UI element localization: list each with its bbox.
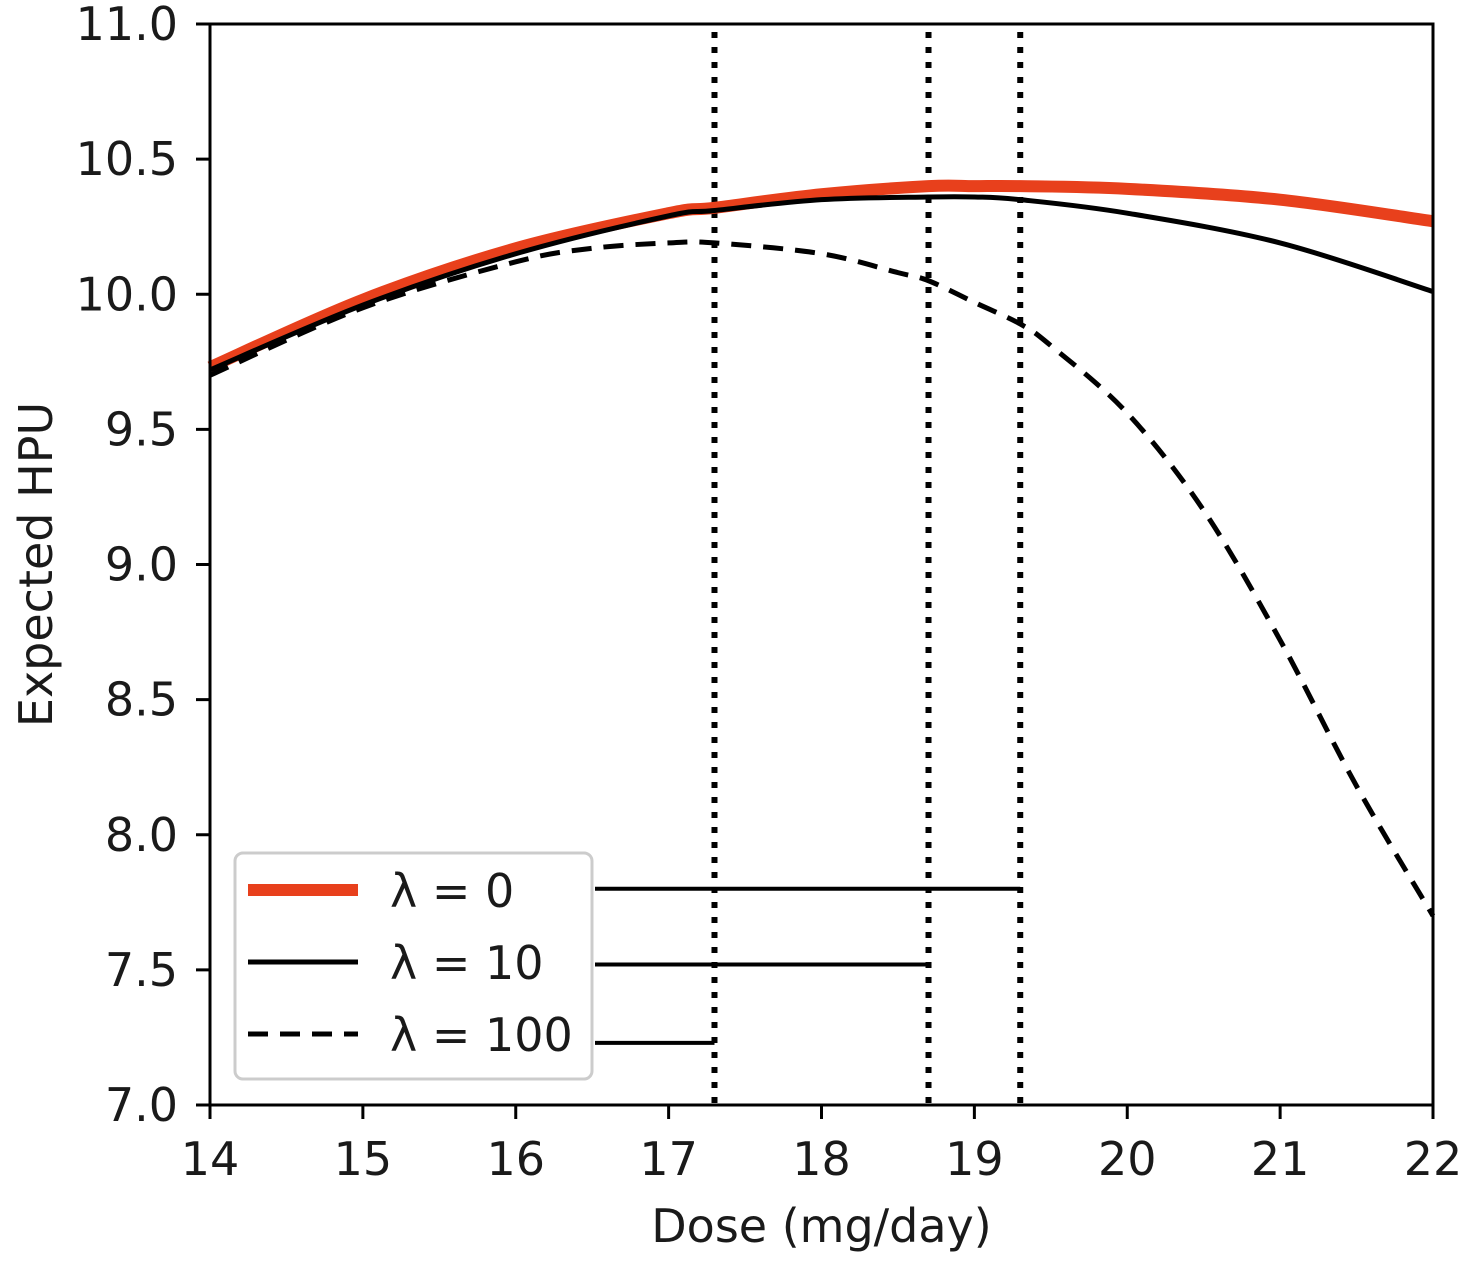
- legend-leader-lines: [595, 886, 1021, 1045]
- legend-label-2: λ = 100: [390, 1008, 573, 1062]
- y-tick-label: 8.5: [105, 673, 178, 727]
- x-tick-label: 15: [334, 1132, 393, 1186]
- x-tick-label: 17: [639, 1132, 698, 1186]
- legend-label-0: λ = 0: [390, 864, 514, 918]
- x-axis-ticks: 14 15 16 17 18 19 20 21 22: [181, 1105, 1463, 1186]
- y-tick-label: 9.5: [105, 402, 178, 456]
- series-line-1: [209, 194, 1434, 373]
- y-tick-label: 8.0: [105, 808, 178, 862]
- legend-items: λ = 0 λ = 10 λ = 100: [248, 864, 573, 1062]
- y-axis-label: Expected HPU: [9, 402, 63, 727]
- legend-box: [233, 851, 594, 1081]
- y-tick-label: 11.0: [76, 0, 178, 51]
- x-tick-label: 20: [1098, 1132, 1157, 1186]
- x-tick-label: 18: [792, 1132, 851, 1186]
- x-tick-label: 19: [945, 1132, 1004, 1186]
- y-tick-label: 9.0: [105, 538, 178, 592]
- x-tick-label: 21: [1251, 1132, 1310, 1186]
- legend: λ = 0 λ = 10 λ = 100: [233, 851, 594, 1081]
- y-axis-ticks: 7.0 7.5 8.0 8.5 9.0 9.5 10.0 10.5 11.0: [76, 0, 210, 1132]
- series-line-0: [207, 179, 1434, 373]
- y-tick-label: 10.0: [76, 267, 178, 321]
- y-tick-label: 7.0: [105, 1078, 178, 1132]
- y-tick-label: 10.5: [76, 132, 178, 186]
- x-axis-label: Dose (mg/day): [651, 1199, 991, 1253]
- series-line-2: [208, 239, 1436, 918]
- series-curves: [207, 179, 1436, 918]
- y-tick-label: 7.5: [105, 943, 178, 997]
- legend-label-1: λ = 10: [390, 936, 544, 990]
- x-tick-label: 16: [486, 1132, 545, 1186]
- x-tick-label: 14: [181, 1132, 240, 1186]
- x-tick-label: 22: [1404, 1132, 1463, 1186]
